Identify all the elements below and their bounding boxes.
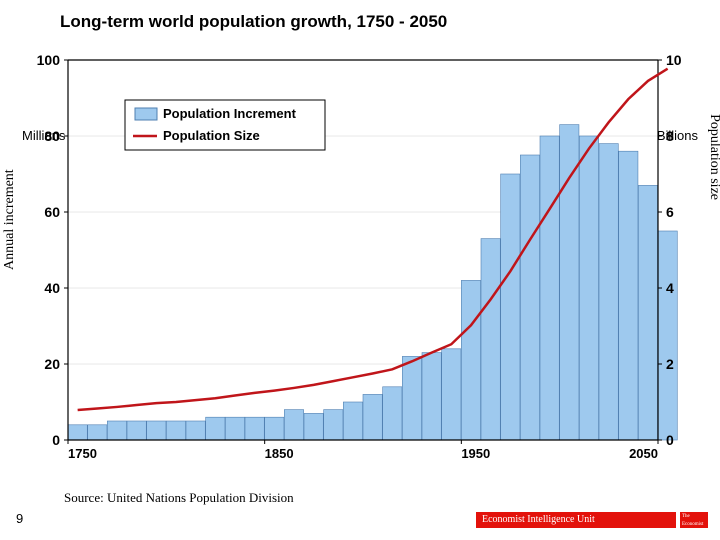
bar — [501, 174, 520, 440]
eiu-logo: Economist Intelligence Unit — [476, 512, 676, 528]
y-right-tick: 2 — [666, 356, 674, 372]
legend-bar-label: Population Increment — [163, 106, 297, 121]
bar — [324, 410, 343, 440]
y-left-tick: 40 — [44, 280, 60, 296]
bar — [520, 155, 539, 440]
bar — [658, 231, 677, 440]
bar — [186, 421, 205, 440]
bar — [363, 394, 382, 440]
bar — [166, 421, 185, 440]
source-text: Source: United Nations Population Divisi… — [64, 490, 294, 506]
y-right-tick: 6 — [666, 204, 674, 220]
bar — [619, 151, 638, 440]
economist-logo: The Economist — [680, 512, 708, 528]
bar — [245, 417, 264, 440]
bar — [422, 353, 441, 440]
bar — [68, 425, 87, 440]
bar — [579, 136, 598, 440]
x-tick: 1750 — [68, 446, 97, 461]
x-tick: 2050 — [629, 446, 658, 461]
bar — [265, 417, 284, 440]
bar — [540, 136, 559, 440]
bar — [147, 421, 166, 440]
y-left-tick: 0 — [52, 432, 60, 448]
bar — [225, 417, 244, 440]
page-number: 9 — [16, 511, 23, 526]
bar — [638, 185, 657, 440]
right-axis-title: Population size — [706, 114, 720, 200]
bar — [284, 410, 303, 440]
bar — [560, 125, 579, 440]
bar — [206, 417, 225, 440]
bar — [599, 144, 618, 440]
y-right-tick: 4 — [666, 280, 674, 296]
bar — [383, 387, 402, 440]
y-left-tick: 60 — [44, 204, 60, 220]
chart-svg: 02040608010002468101750185019502050Popul… — [20, 50, 700, 470]
left-axis-unit: Millions — [22, 128, 65, 143]
left-axis-title: Annual increment — [2, 169, 18, 270]
bar — [402, 356, 421, 440]
bar — [304, 413, 323, 440]
bar — [343, 402, 362, 440]
bar — [107, 421, 126, 440]
y-right-tick: 0 — [666, 432, 674, 448]
bar — [442, 349, 461, 440]
bar — [461, 280, 480, 440]
y-right-tick: 10 — [666, 52, 682, 68]
x-tick: 1850 — [265, 446, 294, 461]
bar — [481, 239, 500, 440]
chart-title: Long-term world population growth, 1750 … — [60, 12, 447, 32]
y-left-tick: 100 — [37, 52, 61, 68]
right-axis-unit: Billions — [657, 128, 698, 143]
bar — [127, 421, 146, 440]
legend-line-label: Population Size — [163, 128, 260, 143]
x-tick: 1950 — [461, 446, 490, 461]
chart-area: 02040608010002468101750185019502050Popul… — [20, 50, 700, 470]
bar — [88, 425, 107, 440]
y-left-tick: 20 — [44, 356, 60, 372]
